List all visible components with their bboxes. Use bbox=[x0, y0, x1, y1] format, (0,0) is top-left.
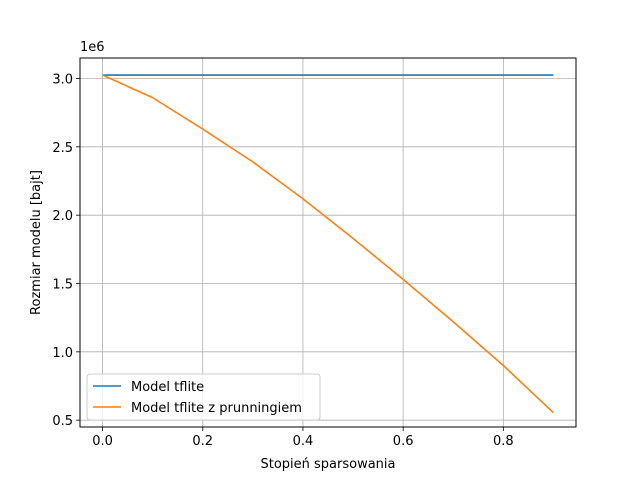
grid bbox=[80, 58, 576, 427]
y-tick-label: 0.5 bbox=[52, 414, 73, 429]
y-axis-offset-text: 1e6 bbox=[80, 40, 105, 55]
y-tick-label: 2.5 bbox=[52, 141, 73, 156]
plot-area-frame bbox=[79, 57, 577, 428]
x-tick-label: 0.4 bbox=[293, 434, 314, 449]
y-axis-label: Rozmiar modelu [bajt] bbox=[29, 170, 44, 315]
legend-box bbox=[86, 373, 321, 421]
y-tick-label: 2.0 bbox=[52, 209, 73, 224]
legend-label: Model tflite z prunningiem bbox=[131, 401, 302, 416]
x-tick-label: 0.8 bbox=[493, 434, 514, 449]
x-tick-label: 0.6 bbox=[393, 434, 414, 449]
series-line-2 bbox=[102, 74, 554, 414]
legend: Model tflite Model tflite z prunningiem bbox=[86, 373, 321, 421]
y-tick-label: 1.0 bbox=[52, 346, 73, 361]
series-lines bbox=[102, 74, 554, 414]
x-tick-label: 0.0 bbox=[92, 434, 113, 449]
axis-ticks: 0.0 0.2 0.4 0.6 0.8 0.5 1.0 1.5 2.0 2.5 3.0 bbox=[52, 73, 513, 450]
legend-label: Model tflite bbox=[131, 380, 204, 395]
y-tick-label: 3.0 bbox=[52, 73, 73, 88]
x-tick-label: 0.2 bbox=[192, 434, 213, 449]
x-axis-label: Stopień sparsowania bbox=[260, 457, 395, 472]
y-tick-label: 1.5 bbox=[52, 278, 73, 293]
